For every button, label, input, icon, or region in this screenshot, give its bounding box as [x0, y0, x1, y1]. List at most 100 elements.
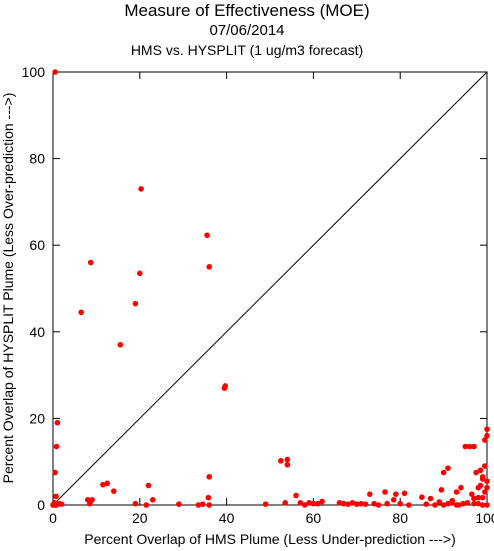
data-point [176, 501, 182, 507]
data-point [436, 499, 443, 505]
y-axis-ticks: 0 20 40 60 80 100 [22, 64, 487, 513]
data-point [432, 502, 438, 508]
data-point [427, 495, 434, 502]
x-axis-label: Percent Overlap of HMS Plume (Less Under… [84, 531, 456, 547]
plot-frame [52, 71, 488, 506]
data-point [52, 469, 58, 476]
y-tick-label: 60 [29, 237, 45, 253]
x-tick-label: 0 [49, 510, 57, 526]
data-point [262, 501, 269, 507]
data-point [345, 501, 351, 507]
data-point [482, 463, 488, 469]
data-point [195, 502, 202, 508]
data-point [293, 492, 299, 499]
data-point [87, 500, 93, 507]
data-point [362, 501, 369, 507]
data-point [440, 502, 447, 508]
data-point [479, 502, 486, 508]
diagonal-reference-line [52, 71, 488, 506]
data-point [453, 489, 460, 495]
data-point [132, 300, 139, 307]
data-point [445, 465, 451, 471]
data-point [336, 500, 343, 506]
data-point [110, 488, 117, 494]
data-point [282, 500, 288, 506]
data-point [438, 487, 445, 493]
data-point [301, 502, 308, 508]
data-point [449, 500, 456, 506]
x-tick-label: 80 [392, 510, 408, 526]
y-tick-label: 80 [29, 151, 45, 167]
data-point [423, 501, 430, 507]
data-point [206, 264, 213, 270]
data-point [58, 501, 65, 507]
data-point [384, 500, 390, 507]
data-point [471, 443, 477, 450]
data-point [367, 491, 373, 497]
data-point [453, 502, 460, 508]
data-point [390, 497, 397, 503]
data-point [466, 443, 473, 450]
data-point [484, 478, 490, 484]
data-point [205, 494, 212, 501]
chart-subtitle: HMS vs. HYSPLIT (1 ug/m3 forecast) [130, 42, 364, 58]
data-point [475, 494, 482, 501]
data-point [54, 419, 61, 426]
x-tick-label: 100 [475, 510, 494, 526]
data-point [284, 456, 291, 463]
data-point [204, 232, 210, 239]
data-point [78, 309, 85, 316]
data-point [479, 476, 486, 482]
data-point [473, 469, 479, 476]
data-point [340, 500, 347, 507]
data-point [469, 491, 475, 497]
data-point [375, 502, 382, 508]
data-point [482, 437, 488, 443]
data-point [406, 502, 412, 508]
data-point [278, 458, 284, 464]
x-tick-label: 60 [306, 510, 322, 526]
y-tick-label: 40 [29, 324, 45, 340]
x-axis-ticks: 0 20 40 60 80 100 [49, 72, 494, 526]
data-point [464, 500, 471, 506]
data-point [397, 500, 404, 507]
data-point [354, 501, 360, 507]
data-point [150, 497, 156, 503]
data-point [306, 500, 312, 506]
y-tick-label: 20 [29, 410, 45, 426]
data-point [460, 500, 466, 507]
y-tick-label: 0 [37, 497, 45, 513]
data-point [445, 500, 451, 507]
data-point [104, 480, 111, 487]
data-point [477, 467, 484, 474]
data-point [479, 494, 486, 501]
data-point [53, 443, 60, 450]
data-point [458, 484, 464, 491]
data-point [475, 500, 482, 507]
data-point [314, 500, 321, 507]
data-point [319, 498, 325, 505]
data-point [440, 469, 447, 476]
data-point [132, 500, 139, 507]
data-point [297, 500, 304, 506]
data-point [52, 69, 58, 75]
data-point [222, 383, 229, 389]
y-tick-label: 100 [22, 64, 46, 80]
data-point [462, 443, 469, 450]
chart-date: 07/06/2014 [209, 22, 285, 39]
data-points [50, 69, 490, 508]
y-axis-label: Percent Overlap of HYSPLIT Plume (Less O… [0, 93, 16, 484]
data-point [100, 481, 106, 488]
data-point [53, 502, 60, 508]
data-point [419, 494, 425, 501]
data-point [310, 500, 317, 507]
chart-title: Measure of Effectiveness (MOE) [124, 1, 370, 20]
data-point [484, 426, 490, 433]
data-point [349, 500, 356, 506]
data-point [117, 341, 124, 348]
data-point [87, 259, 94, 266]
data-point [471, 495, 477, 502]
data-point [484, 502, 490, 508]
data-point [199, 501, 206, 507]
